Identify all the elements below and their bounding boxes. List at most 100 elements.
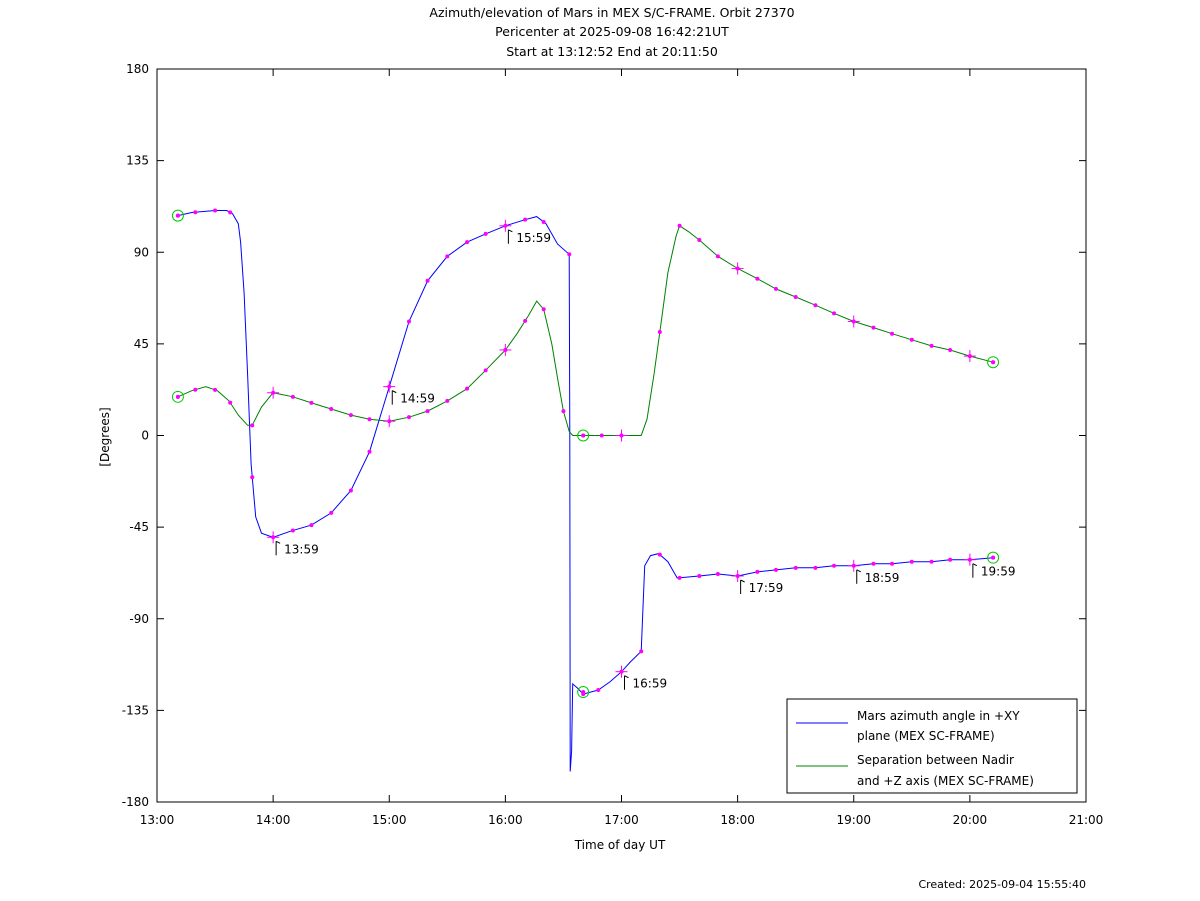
endpoint-marker-separation [577,429,590,442]
data-point-separation [406,415,411,420]
y-tick-label: -45 [129,520,149,534]
chart-subtitle-pericenter: Pericenter at 2025-09-08 16:42:21UT [495,24,729,39]
x-tick-label: 19:00 [836,813,871,827]
data-point-azimuth [929,559,934,564]
legend-box [786,698,1078,794]
x-tick-label: 18:00 [720,813,755,827]
data-point-azimuth [425,278,430,283]
data-point-azimuth [445,254,450,259]
hour-marker-azimuth [383,380,396,393]
y-axis-label: [Degrees] [98,407,112,466]
x-tick-label: 13:00 [140,813,175,827]
data-point-azimuth [193,210,198,215]
data-point-separation [445,398,450,403]
endpoint-dot-separation [991,360,996,365]
data-point-azimuth [755,569,760,574]
annotation-hook [508,229,513,233]
x-tick-label: 20:00 [953,813,988,827]
data-point-separation [813,303,818,308]
endpoint-dot-separation [175,394,180,399]
y-tick-label: 90 [134,245,149,259]
legend-label-separation-line1: Separation between Nadir [857,753,1014,767]
x-axis-label: Time of day UT [574,838,666,852]
endpoint-marker-azimuth [171,209,184,222]
data-point-azimuth [465,240,470,245]
chart-title: Azimuth/elevation of Mars in MEX S/C-FRA… [429,5,794,20]
annotation-hook [740,579,745,583]
x-tick-label: 16:00 [488,813,523,827]
endpoint-dot-separation [581,433,586,438]
time-annotation: 19:59 [972,563,1015,579]
endpoint-dot-azimuth [581,690,586,695]
data-point-azimuth [541,219,546,224]
data-point-azimuth [250,475,255,480]
data-point-azimuth [639,649,644,654]
series-separation [171,223,1000,442]
y-tick-label: -180 [122,795,149,809]
hour-marker-separation [267,386,280,399]
annotation-hook [972,563,978,567]
y-tick-label: 135 [126,154,149,168]
y-tick-label: 0 [141,429,149,443]
data-point-separation [193,387,198,392]
data-point-azimuth [677,575,682,580]
data-point-separation [561,409,566,414]
series-line-azimuth [177,210,994,772]
legend-label-azimuth-line2: plane (MEX SC-FRAME) [857,729,995,743]
time-annotation: 17:59 [740,579,783,595]
annotation-layer: 13:59 14:59 15:59 16:59 17:59 18:59 19:59 [275,229,1015,691]
x-tick-label: 17:00 [604,813,639,827]
y-tick-label: -90 [129,612,149,626]
annotation-hook [275,540,281,544]
data-point-azimuth [890,561,895,566]
annotation-hook [856,569,861,573]
data-point-separation [677,223,682,228]
hour-marker-azimuth [963,553,976,566]
time-annotation: 15:59 [507,229,551,245]
endpoint-dot-azimuth [991,555,996,560]
hour-marker-separation [731,262,744,275]
data-point-separation [425,409,430,414]
x-tick-label: 14:00 [256,813,291,827]
data-point-azimuth [813,565,818,570]
data-point-separation [909,337,914,342]
endpoint-marker-azimuth [577,686,590,699]
data-point-separation [755,276,760,281]
data-point-azimuth [329,510,334,515]
data-point-separation [715,254,720,259]
y-tick-label: 45 [134,337,149,351]
data-point-azimuth [290,528,295,533]
time-annotation: 13:59 [275,540,319,556]
annotation-label: 15:59 [516,231,551,245]
axis-ticks [156,68,1087,803]
data-point-azimuth [483,231,488,236]
annotation-hook [392,390,397,394]
data-point-azimuth [871,561,876,566]
data-point-azimuth [406,319,411,324]
y-tick-label: 180 [126,62,149,76]
data-point-azimuth [348,488,353,493]
data-point-azimuth [309,523,314,528]
data-point-azimuth [213,208,218,213]
hour-marker-azimuth [847,559,860,572]
data-point-separation [228,400,233,405]
data-point-separation [773,286,778,291]
created-timestamp: Created: 2025-09-04 15:55:40 [918,878,1086,891]
hour-marker-azimuth [499,219,512,232]
data-point-azimuth [523,217,528,222]
data-point-azimuth [715,571,720,576]
y-tick-labels: 180 135 90 45 0 -45 -90 -135 -180 [122,62,149,809]
annotation-label: 18:59 [865,571,900,585]
data-point-azimuth [228,210,233,215]
data-point-azimuth [948,557,953,562]
annotation-hook [624,675,629,679]
data-point-separation [929,343,934,348]
hour-marker-azimuth [267,531,280,544]
data-point-azimuth [832,563,837,568]
y-tick-label: -135 [122,703,149,717]
hour-marker-separation [615,429,628,442]
hour-marker-azimuth [615,665,628,678]
data-point-separation [890,331,895,336]
data-point-separation [793,295,798,300]
